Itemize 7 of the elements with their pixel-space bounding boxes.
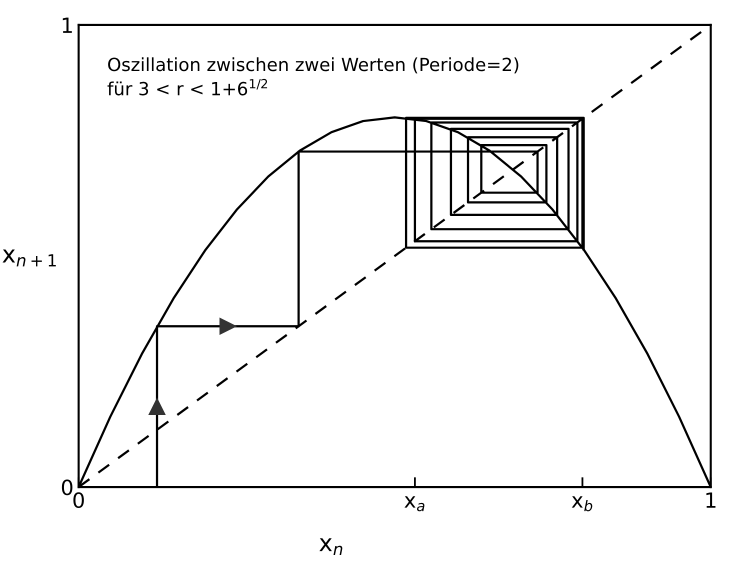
- x-tick-label: 1: [706, 492, 716, 508]
- x-axis-title: x$_{n}$: [319, 538, 342, 556]
- x-tick-label: x$_{b}$: [572, 496, 592, 512]
- annotation: Oszillation zwischen zwei Werten (Periode=2) für 3 < r < 1+6$^{1/2}$: [108, 57, 518, 96]
- y-axis-title: x$_{n+1}$: [2, 250, 56, 266]
- x-tick-label: x$_{a}$: [404, 496, 424, 512]
- x-tick-label: 0: [73, 492, 84, 508]
